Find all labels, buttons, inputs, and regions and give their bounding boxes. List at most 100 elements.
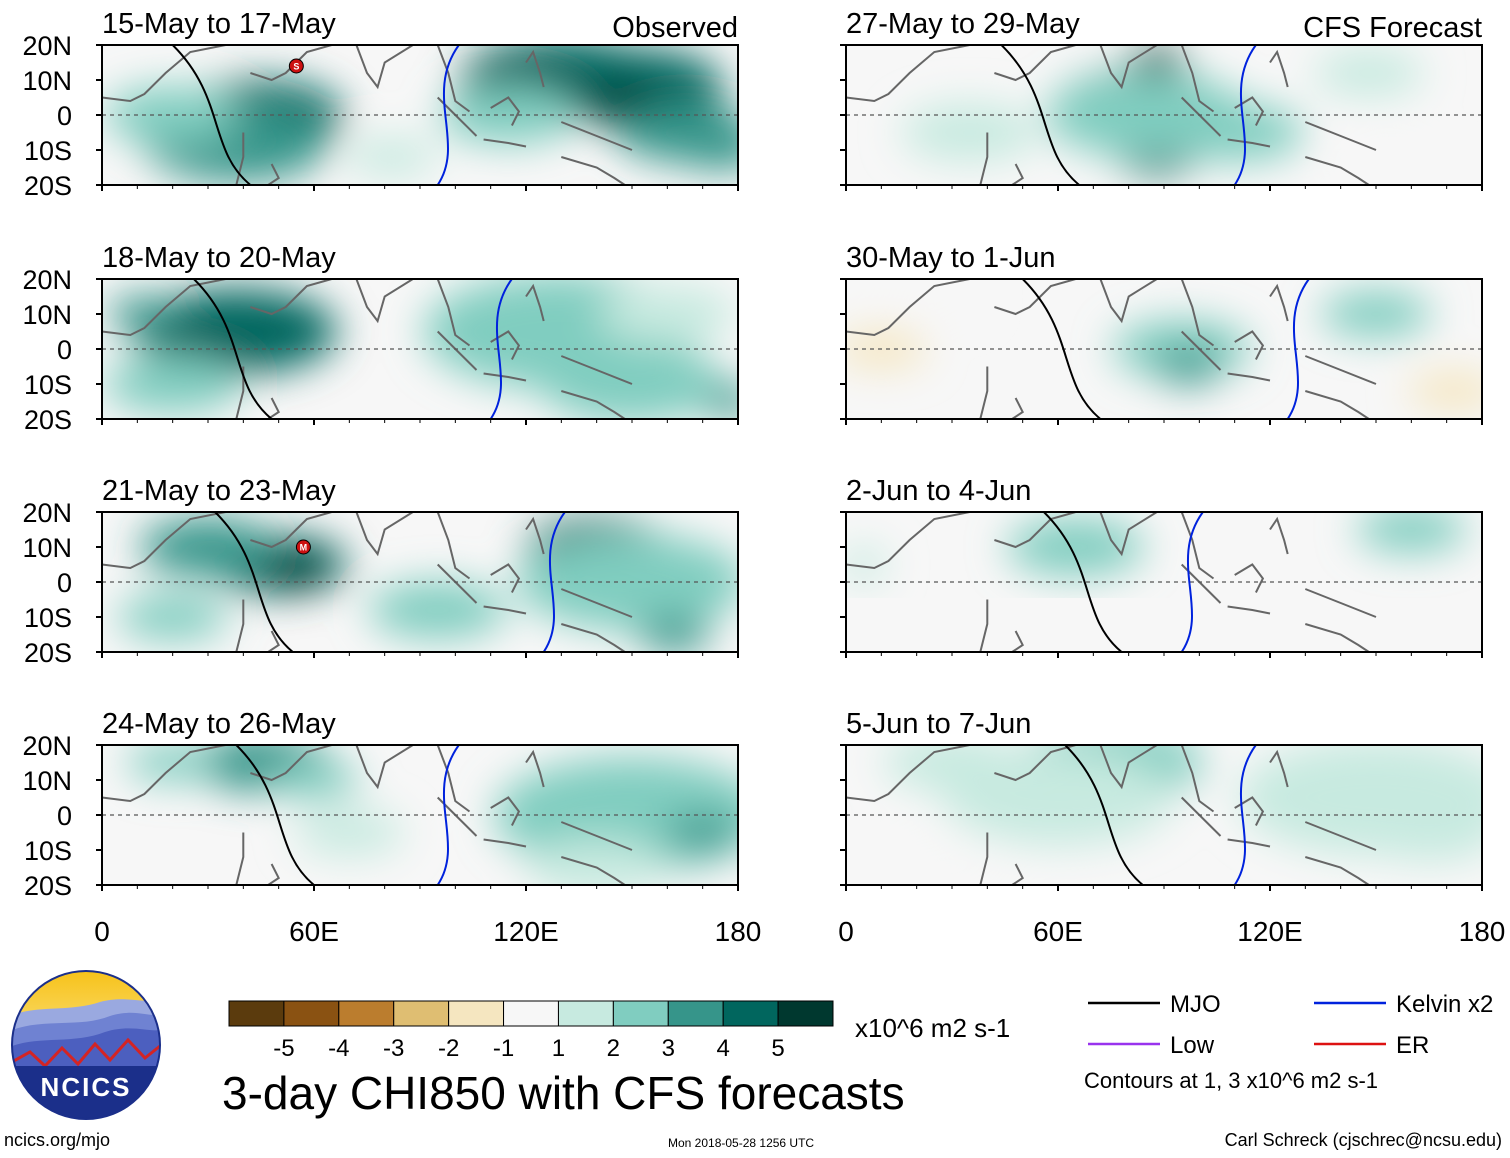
panel-title: 24-May to 26-May <box>102 708 336 740</box>
coastline <box>436 330 478 371</box>
y-tick-label: 20S <box>24 871 72 901</box>
y-tick-label: 20N <box>22 31 72 61</box>
anomaly-cell <box>368 581 507 639</box>
colorbar-swatch <box>393 1000 450 1027</box>
kelvin-contour <box>436 745 460 885</box>
coastline <box>490 330 521 360</box>
coastline <box>436 45 471 113</box>
coastline <box>1011 163 1024 185</box>
mjo-contour <box>193 279 273 419</box>
colorbar-swatch <box>283 1000 340 1027</box>
coastline <box>1011 630 1024 652</box>
figure-title: 3-day CHI850 with CFS forecasts <box>222 1067 905 1119</box>
y-tick-label: 20S <box>24 638 72 668</box>
panel-field <box>102 745 738 885</box>
coastline <box>436 279 471 347</box>
anomaly-cell <box>345 137 438 177</box>
coastline <box>250 512 332 549</box>
x-tick-label: 60E <box>289 916 339 947</box>
colorbar-label: 1 <box>552 1035 565 1062</box>
anomaly-cell <box>876 838 1014 885</box>
coastline <box>1180 330 1222 371</box>
coastline <box>560 821 633 851</box>
coastline <box>994 279 1076 316</box>
coastline <box>102 512 226 570</box>
column-label: CFS Forecast <box>1303 12 1482 44</box>
anomaly-cell <box>1006 518 1145 576</box>
panel-field <box>102 279 738 419</box>
coastline <box>1234 796 1265 826</box>
coastline <box>250 745 332 782</box>
kelvin-contour <box>1233 45 1257 185</box>
coastline <box>355 512 414 557</box>
coastline <box>436 96 478 137</box>
coastline <box>979 132 989 185</box>
colorbar: -5 -4 -3 -2 -1 1 2 3 4 5 <box>228 1000 834 1062</box>
anomaly-cell <box>1320 290 1432 338</box>
colorbar-label: -5 <box>273 1035 294 1062</box>
colorbar-swatch <box>722 1000 779 1027</box>
coastline <box>1304 355 1377 385</box>
coastline <box>490 796 521 826</box>
anomaly-cell <box>900 103 1039 162</box>
coastline <box>490 563 521 593</box>
colorbar-label: 3 <box>662 1035 675 1062</box>
coastline <box>250 45 332 82</box>
coastline <box>1304 121 1377 151</box>
column-label: Observed <box>612 12 738 44</box>
coastline <box>267 630 280 652</box>
mjo-contour <box>214 512 294 652</box>
coastline <box>1269 283 1289 322</box>
coastline <box>235 132 245 185</box>
colorbar-units: x10^6 m2 s-1 <box>855 1013 1011 1043</box>
x-tick-label: 120E <box>493 916 558 947</box>
coastline <box>1180 279 1215 347</box>
anomaly-field <box>103 279 738 419</box>
legend-label: MJO <box>1170 991 1221 1018</box>
panel: S 15-May to 17-May Observed 20N 10N 0 10S 20S <box>22 8 739 201</box>
coastline <box>846 745 970 803</box>
y-tick-label: 0 <box>57 801 72 831</box>
mjo-contour <box>1000 45 1080 185</box>
anomaly-cell <box>883 745 1021 792</box>
colorbar-label: -4 <box>328 1035 349 1062</box>
colorbar-label: 5 <box>771 1035 784 1062</box>
kelvin-contour <box>542 512 566 652</box>
coastline <box>1304 588 1377 618</box>
mjo-contour <box>1064 745 1144 885</box>
coastline <box>1227 605 1271 615</box>
coastline <box>994 512 1076 549</box>
y-tick-label: 20N <box>22 498 72 528</box>
mjo-contour <box>1043 512 1123 652</box>
mjo-contour <box>235 745 315 885</box>
coastline <box>1227 372 1271 382</box>
coastline <box>483 138 527 148</box>
coastline <box>1234 563 1265 593</box>
coastline <box>560 588 633 618</box>
coastline <box>1305 156 1370 185</box>
coastline <box>1180 512 1215 580</box>
panel-title: 15-May to 17-May <box>102 8 336 40</box>
y-tick-label: 20N <box>22 265 72 295</box>
coastline <box>994 45 1076 82</box>
panel: 30-May to 1-Jun <box>840 242 1483 425</box>
anomaly-cell <box>1338 144 1449 185</box>
coastline <box>1305 390 1370 419</box>
anomaly-field <box>103 45 738 182</box>
coastline <box>490 96 521 126</box>
panel-field: S <box>102 45 738 185</box>
coastline <box>267 863 280 885</box>
coastline <box>525 283 545 322</box>
anomaly-cell <box>294 809 405 856</box>
anomaly-cell <box>1360 803 1482 862</box>
coastline <box>525 516 545 555</box>
contour-legend: MJO Kelvin x2 Low ER <box>1088 991 1493 1059</box>
coastline <box>1304 821 1377 851</box>
anomaly-cell <box>1165 103 1304 162</box>
y-tick-label: 10N <box>22 533 72 563</box>
coastline <box>1099 45 1158 90</box>
anomaly-cell <box>665 814 738 851</box>
coastline <box>102 45 226 103</box>
kelvin-contour <box>436 45 460 185</box>
